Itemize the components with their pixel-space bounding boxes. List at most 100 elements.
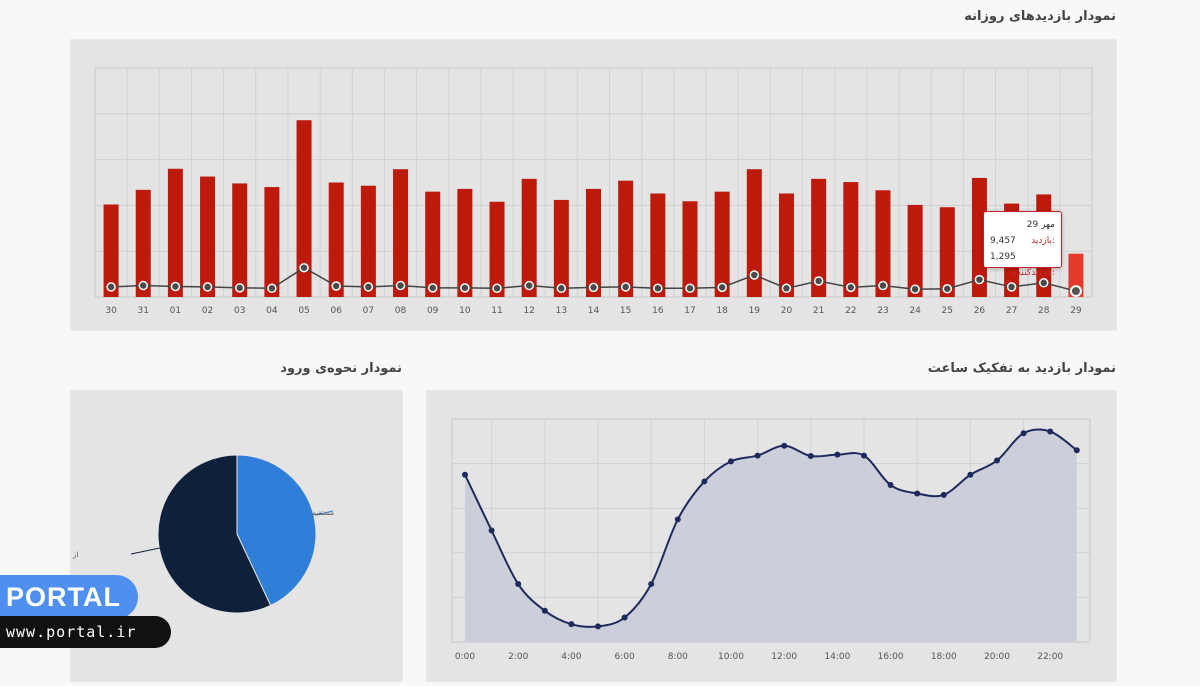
hourly-area-fill <box>465 429 1077 642</box>
daily-visitors-point-04 <box>267 283 277 294</box>
daily-x-tick: 08 <box>395 306 407 316</box>
daily-chart-panel: 30 31 01 02 03 04 05 06 07 08 09 10 11 12 13 14 15 16 17 18… <box>70 39 1117 331</box>
daily-x-tick: 29 <box>1070 306 1082 316</box>
daily-visits-chart: 30 31 01 02 03 04 05 06 07 08 09 10 11 12 13 14 15 16 17 18… <box>94 67 1093 316</box>
daily-visitors-point-12 <box>524 280 534 291</box>
daily-visitors-point-05 <box>299 262 309 273</box>
tooltip-visitors: 1,295 بازدیدکننده: <box>990 249 1055 278</box>
hourly-point-1 <box>488 527 495 534</box>
daily-bar-30 <box>103 204 119 297</box>
hourly-x-tick: 4:00 <box>561 652 581 662</box>
daily-bar-21 <box>811 178 827 297</box>
hourly-point-2 <box>515 581 522 588</box>
daily-bar-10 <box>457 188 473 297</box>
daily-bar-11 <box>489 201 505 297</box>
daily-visitors-point-30 <box>106 282 116 292</box>
daily-x-tick: 27 <box>1006 306 1017 316</box>
daily-bar-03 <box>232 183 248 297</box>
pie-label-0: مستقیم <box>312 509 335 517</box>
daily-visitors-point-02 <box>202 282 213 292</box>
daily-x-tick: 12 <box>523 306 534 316</box>
daily-visitors-point-24 <box>910 284 920 294</box>
daily-x-tick: 30 <box>105 306 117 316</box>
hourly-x-tick: 6:00 <box>614 652 634 662</box>
tooltip-visits-label: بازدید: <box>1031 236 1055 246</box>
portal-logo-badge: PORTAL <box>0 575 138 619</box>
daily-x-tick: 02 <box>202 306 213 316</box>
hourly-point-11 <box>754 452 761 459</box>
daily-visitors-point-16 <box>653 283 663 294</box>
daily-x-tick: 01 <box>170 306 181 316</box>
hourly-point-9 <box>701 478 708 485</box>
hourly-point-22 <box>1047 428 1054 435</box>
hourly-point-17 <box>914 490 921 497</box>
hourly-x-tick: 22:00 <box>1037 652 1063 662</box>
daily-x-tick: 06 <box>330 306 342 316</box>
daily-bar-16 <box>650 193 666 297</box>
daily-visitors-point-09 <box>427 283 438 293</box>
daily-bar-13 <box>553 199 569 297</box>
daily-bar-09 <box>425 191 441 297</box>
daily-x-tick: 25 <box>942 306 953 316</box>
pie-slice-0 <box>236 454 317 607</box>
daily-x-tick: 15 <box>620 306 631 316</box>
daily-x-tick: 16 <box>652 306 664 316</box>
portal-url-badge: www.portal.ir <box>0 616 171 648</box>
daily-visitors-point-21 <box>813 276 824 286</box>
tooltip-date: 29 مهر <box>1026 220 1055 230</box>
daily-visitors-point-31 <box>138 280 148 291</box>
hourly-point-0 <box>462 471 468 478</box>
daily-visitors-point-20 <box>781 283 792 294</box>
daily-visitors-point-26 <box>974 274 985 285</box>
daily-x-tick: 13 <box>556 306 567 316</box>
daily-bar-25 <box>939 207 955 297</box>
daily-x-tick: 24 <box>909 306 921 316</box>
daily-bar-19 <box>746 169 762 297</box>
hourly-x-tick: 8:00 <box>668 652 688 662</box>
daily-bar-08 <box>393 169 409 297</box>
daily-bar-23 <box>875 190 891 297</box>
tooltip-visits: 9,457 بازدید: <box>990 233 1055 249</box>
pie-slice-1 <box>157 454 272 614</box>
hourly-point-13 <box>807 453 814 460</box>
daily-visitors-point-10 <box>460 283 470 293</box>
daily-x-tick: 14 <box>588 306 600 316</box>
daily-visitors-point-01 <box>170 281 181 292</box>
hourly-point-8 <box>674 516 681 523</box>
daily-visitors-point-29 <box>1069 285 1082 298</box>
daily-x-tick: 10 <box>459 306 471 316</box>
daily-bar-17 <box>682 201 698 297</box>
daily-x-tick: 20 <box>781 306 793 316</box>
daily-bar-04 <box>264 187 280 297</box>
hourly-chart-title: نمودار بازدید به تفکیک ساعت <box>927 361 1116 376</box>
pie-label-connector-1 <box>130 547 161 555</box>
daily-bar-12 <box>521 178 537 297</box>
daily-x-tick: 04 <box>266 306 278 316</box>
hourly-x-tick: 12:00 <box>771 652 797 662</box>
daily-visitors-point-03 <box>234 283 245 293</box>
pie-label-1: از <box>72 551 78 559</box>
hourly-point-5 <box>595 623 601 630</box>
login-chart-title: نمودار نحوه‌ی ورود <box>280 361 402 376</box>
daily-visitors-point-14 <box>588 282 599 293</box>
daily-x-tick: 28 <box>1038 306 1050 316</box>
login-method-chart: مستقیم از <box>72 454 335 614</box>
daily-visitors-point-19 <box>749 270 760 280</box>
hourly-x-tick: 16:00 <box>878 652 904 662</box>
daily-visitors-point-18 <box>717 282 727 293</box>
daily-visitors-point-27 <box>1006 282 1017 292</box>
pie-label-connector-0 <box>314 510 334 516</box>
daily-visitors-point-08 <box>395 280 406 291</box>
daily-x-tick: 09 <box>427 306 439 316</box>
hourly-x-tick: 0:00 <box>455 652 475 662</box>
daily-x-tick: 19 <box>749 306 761 316</box>
hourly-point-19 <box>967 471 974 478</box>
daily-bar-15 <box>618 180 634 297</box>
hourly-point-6 <box>621 614 628 621</box>
hourly-point-23 <box>1073 447 1080 454</box>
daily-visitors-point-25 <box>942 284 953 294</box>
daily-x-tick: 26 <box>974 306 986 316</box>
hourly-point-16 <box>887 482 894 489</box>
daily-visitors-point-17 <box>685 283 695 294</box>
daily-visitors-point-13 <box>556 283 567 294</box>
